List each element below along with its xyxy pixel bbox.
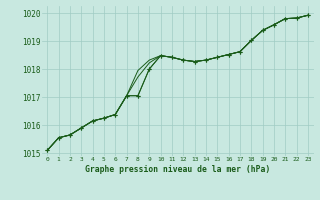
X-axis label: Graphe pression niveau de la mer (hPa): Graphe pression niveau de la mer (hPa) bbox=[85, 165, 270, 174]
